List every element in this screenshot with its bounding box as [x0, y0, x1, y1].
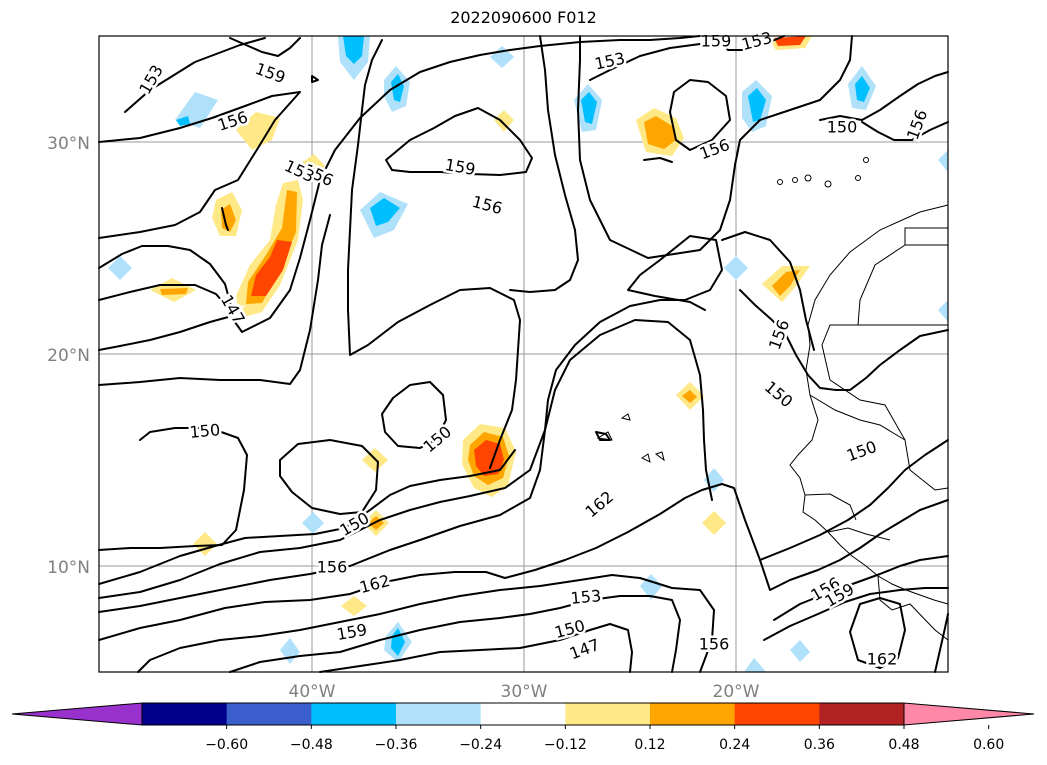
colorbar-tick-label: 0.12 — [634, 737, 665, 753]
colorbar-segment — [142, 703, 228, 725]
lat-label-20n: 20°N — [47, 346, 90, 366]
contour-label-halo: 156 — [317, 558, 348, 577]
colorbar-tick-label: −0.12 — [544, 737, 587, 753]
contour-label: 162 — [867, 650, 898, 669]
colorbar: −0.60 −0.48 −0.36 −0.24 −0.12 0.12 0.24 0.36 0.4… — [11, 702, 1035, 753]
map-title: 2022090600 F012 — [450, 8, 597, 27]
contour-label: 159 — [701, 32, 732, 51]
shaded-fields — [108, 36, 948, 672]
contour-label: 156 — [317, 558, 348, 577]
colorbar-tick-label: −0.48 — [290, 737, 333, 753]
graticule — [99, 36, 948, 672]
contour-label: 153 — [570, 586, 602, 608]
contour-label-halo: 156 — [699, 635, 730, 654]
colorbar-segment — [396, 703, 482, 725]
colorbar-segment — [565, 703, 651, 725]
contour-label-halo: 150 — [827, 118, 858, 137]
colorbar-extend-low — [11, 702, 143, 726]
map-frame — [98, 35, 949, 673]
contour-label-halo: 162 — [867, 650, 898, 669]
colorbar-tick-label: −0.24 — [459, 737, 502, 753]
colorbar-tick-label: −0.60 — [205, 737, 248, 753]
contour-label: 156 — [699, 635, 730, 654]
colorbar-frame — [141, 702, 905, 726]
colorbar-segment — [819, 703, 905, 725]
colorbar-tick-label: 0.48 — [888, 737, 919, 753]
height-contours — [98, 35, 949, 673]
contour-label: 150 — [189, 420, 221, 442]
colorbar-tick-label: −0.36 — [375, 737, 418, 753]
lon-label-30w: 30°W — [501, 682, 548, 702]
contour-label: 150 — [827, 118, 858, 137]
lon-label-20w: 20°W — [713, 682, 760, 702]
lat-label-30n: 30°N — [47, 134, 90, 154]
lat-label-10n: 10°N — [47, 558, 90, 578]
colorbar-segment — [311, 703, 397, 725]
colorbar-segment — [650, 703, 736, 725]
colorbar-tick-label: 0.24 — [719, 737, 750, 753]
colorbar-segment — [480, 703, 566, 725]
colorbar-extend-high — [903, 702, 1035, 726]
lon-label-40w: 40°W — [289, 682, 336, 702]
colorbar-tick-label: 0.36 — [804, 737, 835, 753]
colorbar-segment — [734, 703, 820, 725]
colorbar-tick-label: 0.60 — [973, 737, 1004, 753]
coastlines — [596, 157, 949, 641]
colorbar-segment — [226, 703, 312, 725]
